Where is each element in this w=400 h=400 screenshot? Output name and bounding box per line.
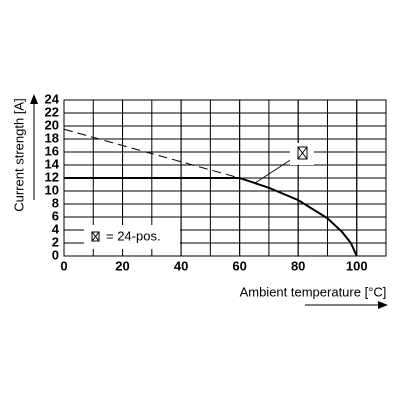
x-tick-label: 20 (115, 258, 129, 273)
y-tick-label: 8 (52, 195, 59, 210)
legend-box (84, 225, 180, 249)
y-tick-label: 2 (52, 234, 59, 249)
icon (297, 146, 308, 160)
x-tick-label: 0 (60, 258, 67, 273)
y-tick-label: 12 (45, 169, 59, 184)
y-axis-label: Current strength [A] (11, 98, 26, 211)
x-arrowhead (378, 301, 388, 309)
y-tick-label: 24 (45, 91, 60, 106)
x-tick-label: 40 (174, 258, 188, 273)
legend-icon (91, 231, 100, 242)
y-tick-label: 4 (52, 221, 60, 236)
y-tick-label: 22 (45, 104, 59, 119)
x-tick-label: 100 (346, 258, 368, 273)
y-tick-label: 6 (52, 208, 59, 223)
x-tick-label: 60 (232, 258, 246, 273)
y-tick-label: 16 (45, 143, 59, 158)
y-tick-label: 18 (45, 130, 59, 145)
data-line (63, 128, 240, 179)
x-tick-label: 80 (291, 258, 305, 273)
leader-line (254, 156, 296, 184)
y-tick-label: 0 (52, 247, 59, 262)
y-arrowhead (30, 94, 38, 104)
y-tick-label: 10 (45, 182, 59, 197)
data-line (64, 177, 358, 257)
x-axis-label: Ambient temperature [°C] (240, 284, 387, 299)
y-tick-label: 14 (45, 156, 60, 171)
legend-label: = 24-pos. (106, 228, 161, 243)
y-tick-label: 20 (45, 117, 59, 132)
